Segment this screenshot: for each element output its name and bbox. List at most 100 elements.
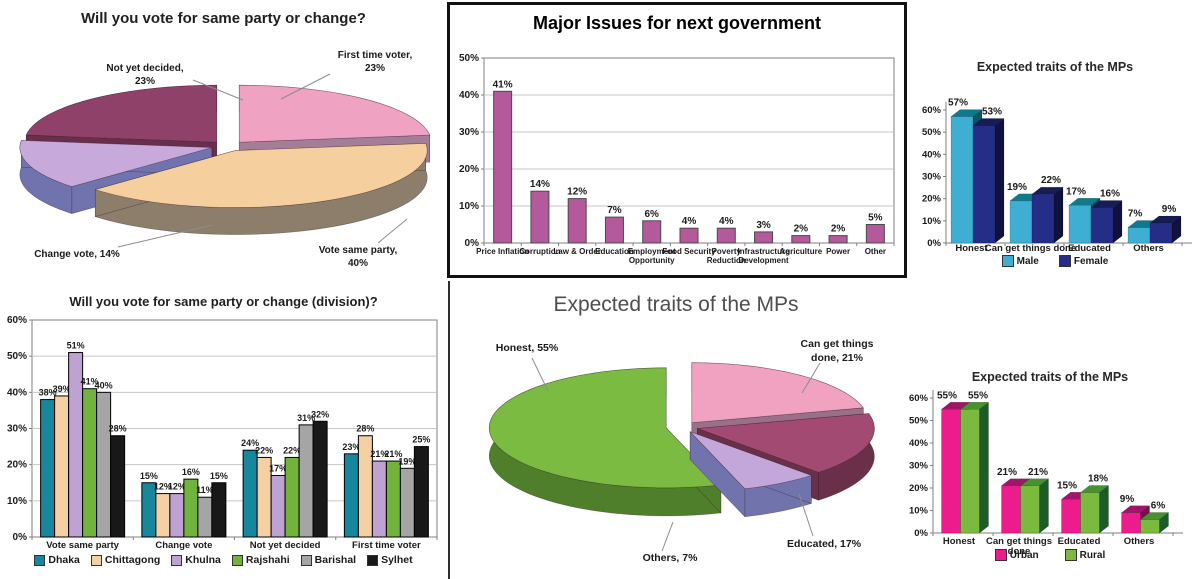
bar-front-face <box>1121 512 1141 534</box>
legend-item: Dhaka <box>34 554 80 566</box>
bar-front-face <box>1061 499 1081 534</box>
bar <box>96 391 112 538</box>
y-axis-label: 50% <box>909 416 929 427</box>
x-axis-category-label: Poverty Reduction <box>707 247 746 265</box>
bar-value-label: 15% <box>140 471 158 481</box>
panel-mp-traits-pie: Expected traits of the MPs Can get thing… <box>448 281 902 579</box>
y-axis-label: 20% <box>7 460 27 471</box>
bar-value-label: 7% <box>1128 208 1143 219</box>
bar-front-face <box>972 125 996 244</box>
bar-value-label: 17% <box>1066 186 1086 197</box>
bar <box>567 198 587 244</box>
pie-slice-label: Others, 7% <box>643 552 699 564</box>
bar-value-label: 55% <box>937 390 957 401</box>
pie-slice-top <box>238 84 431 143</box>
bar <box>155 493 171 538</box>
panel-vote-division: Will you vote for same party or change (… <box>0 290 447 579</box>
x-axis-category-label: Law & Order <box>553 247 601 256</box>
panel-mp-traits-area: Expected traits of the MPs 0% 10% 20% 30% 40… <box>900 362 1200 579</box>
bar <box>242 449 258 538</box>
bar-value-label: 38% <box>39 388 57 398</box>
panel-major-issues: Major Issues for next government 0% 10% 20… <box>447 2 907 278</box>
y-axis-label: 10% <box>922 216 942 227</box>
bar-front-face <box>941 409 961 534</box>
bar-value-label: 12% <box>567 187 587 198</box>
pie-chart-vote-intention: First time voter, 23% Vote same party, 40% C… <box>19 50 431 269</box>
pie-slice-label: Can get things done, 21% <box>801 338 874 364</box>
chart-title-major-issues: Major Issues for next government <box>532 13 822 33</box>
legend-swatch <box>300 554 312 566</box>
bar-value-label: 4% <box>719 216 734 227</box>
pie-slice-label: Not yet decided, 23% <box>106 63 183 87</box>
bar-front-face <box>1001 485 1021 534</box>
bar-value-label: 32% <box>311 409 329 419</box>
legend-urban-rural: Urban Rural <box>900 549 1200 561</box>
legend-label: Barishal <box>314 554 357 566</box>
bar-value-label: 21% <box>370 449 388 459</box>
bar-side-face <box>979 401 989 534</box>
x-axis-category-label: Others <box>1124 536 1155 547</box>
bar <box>413 446 429 538</box>
legend-item: Barishal <box>300 554 357 566</box>
bar-value-label: 9% <box>1162 204 1177 215</box>
x-axis-category-label: Educated <box>1058 536 1101 547</box>
y-axis-label: 40% <box>7 387 27 398</box>
y-axis-label: 60% <box>922 105 942 116</box>
legend-item: Rajshahi <box>231 554 290 566</box>
pie-slice-label: Change vote, 14% <box>34 249 120 260</box>
bar <box>604 216 624 244</box>
bar <box>791 235 811 244</box>
legend-item: Chittagong <box>90 554 160 566</box>
x-axis-category-label: Employment Opportunity <box>628 247 676 265</box>
y-axis-label: 0% <box>13 532 28 543</box>
legend-label: Sylhet <box>381 554 413 566</box>
chart-title-vote-division: Will you vote for same party or change (… <box>69 294 378 309</box>
legend-divisions: Dhaka Chittagong Khulna Rajshahi Barishal Syl… <box>0 554 447 566</box>
pie-slice-top <box>488 367 722 489</box>
y-axis-label: 30% <box>922 171 942 182</box>
bar <box>399 467 415 538</box>
pie-callout-leader-line <box>377 218 408 244</box>
bar <box>865 224 885 244</box>
bar-front-face <box>1080 492 1100 534</box>
legend-label: Rajshahi <box>245 554 290 566</box>
y-axis-label: 40% <box>909 438 929 449</box>
legend-label: Khulna <box>185 554 221 566</box>
bar-value-label: 16% <box>1100 189 1120 200</box>
bar3d-chart-mp-traits-area: 0% 10% 20% 30% 40% 50% 60% 55% 55% Honest 21% 21% Ca… <box>909 390 1183 557</box>
bar-value-label: 5% <box>868 213 883 224</box>
pie-slice-label: Vote same party, 40% <box>319 245 398 269</box>
legend-swatch <box>90 554 102 566</box>
bar-value-label: 51% <box>67 341 85 351</box>
x-axis-category-label: Educated <box>1068 243 1111 254</box>
pie-slice-label: Honest, 55% <box>496 342 559 354</box>
pie-slice-top <box>19 140 213 187</box>
y-axis-label: 60% <box>7 315 27 326</box>
legend-swatch <box>34 554 46 566</box>
bar-value-label: 17% <box>269 464 287 474</box>
bar-value-label: 21% <box>1028 467 1048 478</box>
x-axis-category-label: Honest <box>955 243 988 254</box>
y-axis-label: 0% <box>465 238 480 249</box>
x-axis-category-label: Education <box>595 247 634 256</box>
bar-front-face <box>1127 227 1151 244</box>
y-axis-label: 50% <box>922 127 942 138</box>
legend-label: Female <box>1073 255 1109 267</box>
y-axis-label: 10% <box>909 506 929 517</box>
bar-side-face <box>994 117 1005 244</box>
pie-chart-mp-traits: Can get things done, 21% Educated, 17% Othe… <box>488 338 875 564</box>
x-axis-category-label: Infrastructure Development <box>738 247 791 265</box>
bar-value-label: 21% <box>384 449 402 459</box>
bar-value-label: 6% <box>645 209 660 220</box>
y-axis-label: 0% <box>914 528 928 539</box>
bar-value-label: 22% <box>255 445 273 455</box>
bar <box>197 496 213 538</box>
x-axis-category-label: Corruption <box>519 247 560 256</box>
pie-slice-top <box>689 431 812 490</box>
x-axis-category-label: Agriculture <box>779 247 822 256</box>
y-axis-label: 30% <box>7 424 27 435</box>
bar-value-label: 25% <box>412 435 430 445</box>
bar-value-label: 2% <box>794 224 809 235</box>
legend-item: Sylhet <box>367 554 413 566</box>
